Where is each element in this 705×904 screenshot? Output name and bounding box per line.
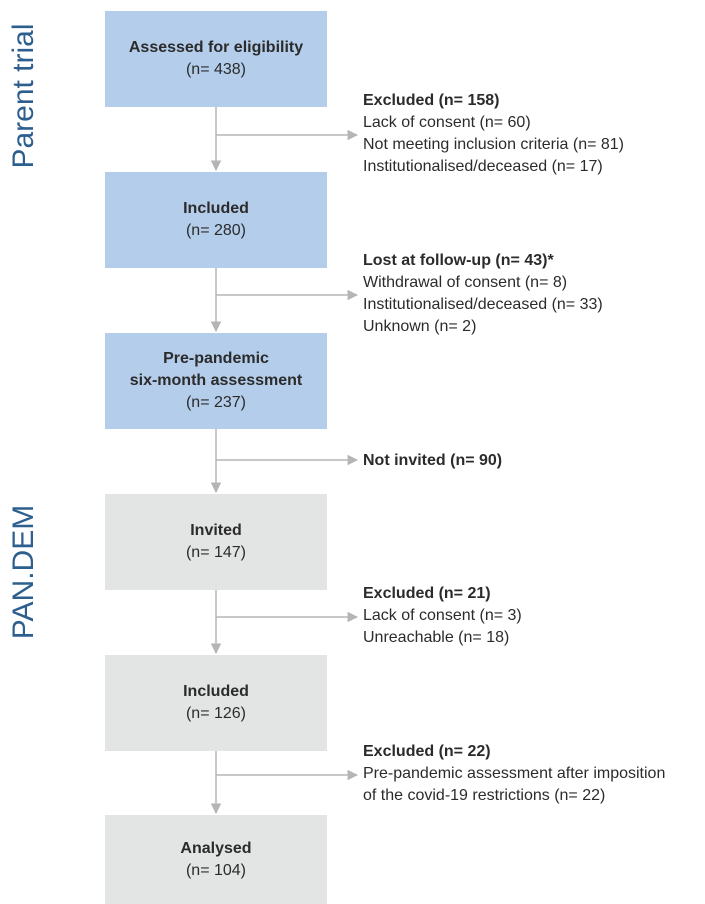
box-title: Included bbox=[183, 683, 249, 700]
note-line: Institutionalised/deceased (n= 17) bbox=[363, 158, 603, 175]
box-included-parent: Included (n= 280) bbox=[105, 172, 327, 268]
note-heading: Lost at follow-up (n= 43)* bbox=[363, 252, 554, 269]
note-line: Institutionalised/deceased (n= 33) bbox=[363, 296, 603, 313]
box-count: (n= 104) bbox=[185, 861, 247, 879]
note-line: Lack of consent (n= 60) bbox=[363, 114, 531, 131]
box-count: (n= 147) bbox=[185, 544, 247, 561]
note-line: Unknown (n= 2) bbox=[363, 318, 477, 335]
box-assessed-for-eligibility: Assessed for eligibility (n= 438) bbox=[105, 11, 327, 107]
box-title: Included bbox=[183, 200, 249, 217]
note-line: Lack of consent (n= 3) bbox=[363, 607, 522, 624]
box-count: (n= 126) bbox=[185, 705, 247, 722]
note-line: Unreachable (n= 18) bbox=[363, 629, 510, 646]
note-excluded-invited: Excluded (n= 21) Lack of consent (n= 3) … bbox=[363, 583, 522, 649]
note-heading: Excluded (n= 21) bbox=[363, 585, 491, 602]
note-excluded-eligibility: Excluded (n= 158) Lack of consent (n= 60… bbox=[363, 90, 624, 178]
box-invited: Invited (n= 147) bbox=[105, 494, 327, 590]
box-analysed: Analysed (n= 104) bbox=[105, 815, 327, 904]
note-not-invited: Not invited (n= 90) bbox=[363, 450, 502, 472]
note-heading: Excluded (n= 22) bbox=[363, 743, 491, 760]
note-line: Withdrawal of consent (n= 8) bbox=[363, 274, 568, 291]
box-title-line-2: six-month assessment bbox=[129, 372, 303, 389]
note-line: Not meeting inclusion criteria (n= 81) bbox=[363, 136, 625, 153]
note-line: of the covid-19 restrictions (n= 22) bbox=[363, 787, 606, 804]
note-excluded-analysis: Excluded (n= 22) Pre-pandemic assessment… bbox=[363, 741, 665, 807]
box-count: (n= 280) bbox=[185, 222, 247, 239]
box-title: Assessed for eligibility bbox=[128, 39, 304, 56]
note-line: Pre-pandemic assessment after imposition bbox=[363, 765, 666, 782]
note-lost-at-follow-up: Lost at follow-up (n= 43)* Withdrawal of… bbox=[363, 250, 603, 338]
box-count: (n= 237) bbox=[185, 394, 247, 411]
box-included-pandem: Included (n= 126) bbox=[105, 655, 327, 751]
note-heading: Excluded (n= 158) bbox=[363, 92, 500, 109]
box-title-line-1: Pre-pandemic bbox=[163, 350, 269, 367]
box-title: Invited bbox=[190, 522, 242, 539]
note-heading: Not invited (n= 90) bbox=[363, 452, 503, 469]
box-title: Analysed bbox=[180, 839, 252, 857]
box-pre-pandemic-assessment: Pre-pandemic six-month assessment (n= 23… bbox=[105, 333, 327, 429]
box-count: (n= 438) bbox=[185, 61, 247, 78]
